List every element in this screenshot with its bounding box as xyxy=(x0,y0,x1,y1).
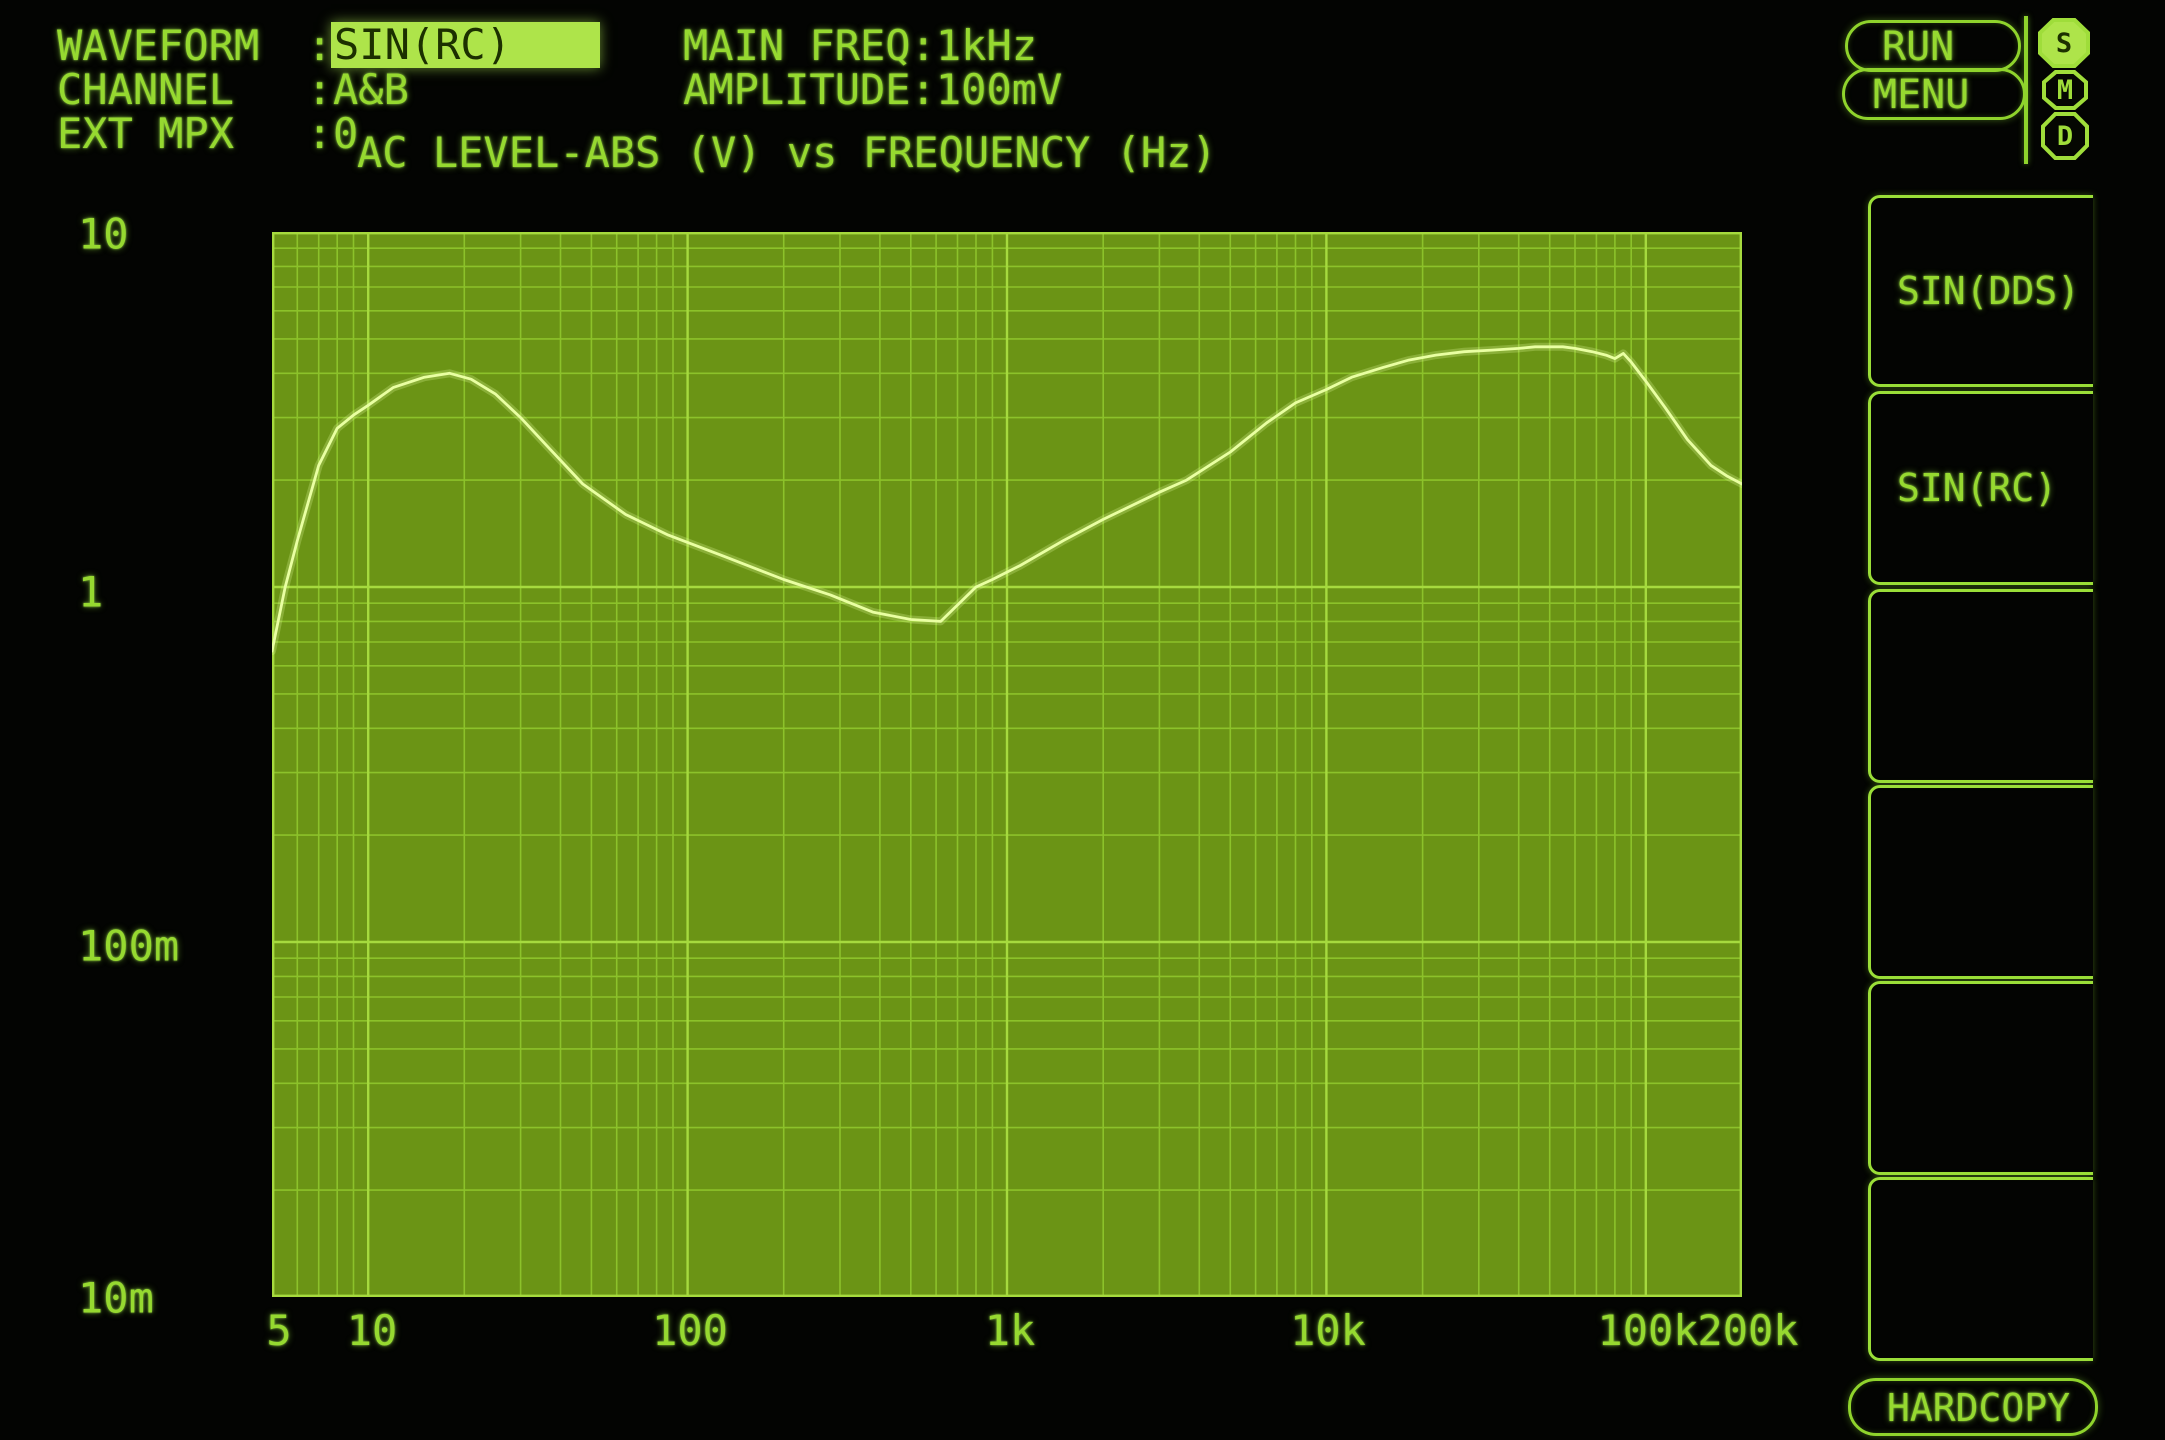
x-tick-100k: 100k xyxy=(1597,1306,1699,1355)
waveform-value-field[interactable]: SIN(RC) xyxy=(331,22,600,68)
softkey-3[interactable] xyxy=(1868,589,2093,783)
waveform-colon: : xyxy=(307,21,333,70)
x-tick-100: 100 xyxy=(652,1306,728,1355)
hardcopy-button-label: HARDCOPY xyxy=(1887,1386,2071,1430)
y-tick-1: 1 xyxy=(78,567,104,617)
softkey-4[interactable] xyxy=(1868,785,2093,979)
run-button[interactable]: RUN xyxy=(1845,20,2021,72)
indicator-m: M xyxy=(2042,70,2088,110)
y-tick-10: 10 xyxy=(78,209,129,259)
hardcopy-button[interactable]: HARDCOPY xyxy=(1848,1378,2098,1436)
ext-mpx-colon: : xyxy=(307,109,333,158)
ext-mpx-label: EXT MPX xyxy=(57,109,235,158)
softkey-label: SIN(DDS) xyxy=(1897,269,2081,313)
x-tick-10k: 10k xyxy=(1290,1306,1366,1355)
menu-button[interactable]: MENU xyxy=(1842,68,2026,120)
x-tick-200k: 200k xyxy=(1697,1306,1799,1355)
softkey-6[interactable] xyxy=(1868,1177,2093,1361)
channel-value: A&B xyxy=(333,65,409,114)
waveform-label: WAVEFORM xyxy=(57,21,260,70)
amplitude-readout: AMPLITUDE:100mV xyxy=(683,65,1063,114)
menu-button-label: MENU xyxy=(1873,72,1970,118)
ext-mpx-value: 0 xyxy=(333,109,359,158)
x-tick-5: 5 xyxy=(266,1306,292,1355)
softkey-5[interactable] xyxy=(1868,981,2093,1175)
indicator-single: S xyxy=(2038,18,2090,68)
frequency-response-plot xyxy=(272,232,1742,1297)
indicator-divider xyxy=(2024,16,2028,164)
waveform-value: SIN(RC) xyxy=(334,20,512,69)
run-button-label: RUN xyxy=(1882,24,1955,70)
main-freq-readout: MAIN FREQ:1kHz xyxy=(683,21,1038,70)
y-tick-10m: 10m xyxy=(78,1273,154,1323)
y-tick-100m: 100m xyxy=(78,921,180,971)
x-tick-1k: 1k xyxy=(984,1306,1036,1355)
indicator-d: D xyxy=(2041,112,2089,160)
softkey-sin-rc[interactable]: SIN(RC) xyxy=(1868,391,2093,585)
x-tick-10: 10 xyxy=(346,1306,398,1355)
chart-title: AC LEVEL-ABS (V) vs FREQUENCY (Hz) xyxy=(357,128,1217,177)
channel-colon: : xyxy=(307,65,333,114)
softkey-label: SIN(RC) xyxy=(1897,466,2058,510)
softkey-sin-dds[interactable]: SIN(DDS) xyxy=(1868,195,2093,387)
channel-label: CHANNEL xyxy=(57,65,235,114)
